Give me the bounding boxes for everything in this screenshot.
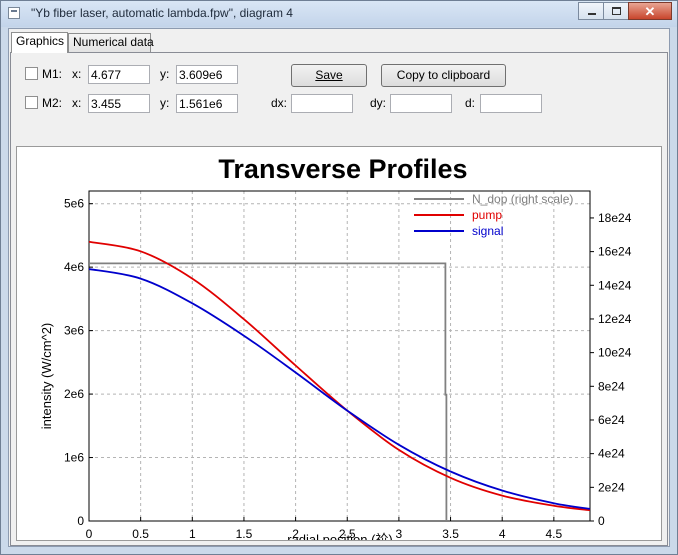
m2-x-label: x: <box>72 96 82 110</box>
minimize-icon <box>588 13 596 15</box>
y2-tick-label: 12e24 <box>598 312 632 326</box>
app-icon[interactable] <box>8 7 20 19</box>
chart-area[interactable]: Transverse Profiles radial position (祄) … <box>16 146 662 541</box>
series-line-pump <box>88 240 591 512</box>
x-axis-label: radial position (祄) <box>287 532 393 540</box>
close-icon: ✕ <box>644 4 656 19</box>
title-bar[interactable]: "Yb fiber laser, automatic lambda.fpw", … <box>1 1 677 27</box>
tab-graphics[interactable]: Graphics <box>11 32 68 53</box>
dx-field[interactable] <box>291 94 353 113</box>
save-button-label: Save <box>315 68 343 82</box>
legend-entry: signal <box>472 224 503 238</box>
m1-y-label: y: <box>160 67 170 81</box>
series-line-signal <box>88 268 591 510</box>
m2-checkbox[interactable] <box>25 96 38 109</box>
x-tick-label: 2 <box>292 527 299 540</box>
x-tick-label: 1.5 <box>236 527 253 540</box>
y2-tick-label: 10e24 <box>598 346 632 360</box>
transverse-profiles-chart[interactable]: Transverse Profiles radial position (祄) … <box>17 147 661 540</box>
save-button[interactable]: Save <box>291 64 367 87</box>
series-line-n_dop <box>89 262 448 521</box>
x-tick-label: 4 <box>499 527 506 540</box>
m1-y-field[interactable] <box>176 65 238 84</box>
legend-entry: pump <box>472 208 502 222</box>
y-tick-label: 4e6 <box>64 260 84 274</box>
y-tick-label: 3e6 <box>64 324 84 338</box>
y2-tick-label: 14e24 <box>598 278 632 292</box>
x-tick-label: 3.5 <box>442 527 459 540</box>
x-tick-label: 0 <box>86 527 93 540</box>
dx-label: dx: <box>271 96 288 110</box>
caption-buttons: ✕ <box>578 2 672 21</box>
marker-row-m2: M2: x: y: dx: dy: d: <box>11 93 667 115</box>
y-tick-label: 2e6 <box>64 387 84 401</box>
x-tick-label: 1 <box>189 527 196 540</box>
y-tick-label: 5e6 <box>64 197 84 211</box>
dy-field[interactable] <box>390 94 452 113</box>
m1-x-label: x: <box>72 67 82 81</box>
window-title: "Yb fiber laser, automatic lambda.fpw", … <box>31 6 293 20</box>
d-field[interactable] <box>480 94 542 113</box>
client-area: Graphics Numerical data M1: x: y: Save C… <box>8 28 670 547</box>
legend-entry: N_dop (right scale) <box>472 192 573 206</box>
x-tick-label: 0.5 <box>132 527 149 540</box>
x-tick-label: 2.5 <box>339 527 356 540</box>
maximize-icon <box>612 7 621 15</box>
m1-checkbox[interactable] <box>25 67 38 80</box>
y2-tick-label: 4e24 <box>598 447 625 461</box>
y2-tick-label: 2e24 <box>598 480 625 494</box>
m2-label: M2: <box>42 96 63 110</box>
chart-title: Transverse Profiles <box>218 154 467 184</box>
plot-frame <box>88 190 591 522</box>
minimize-button[interactable] <box>578 2 604 20</box>
marker-row-m1: M1: x: y: Save Copy to clipboard <box>11 64 667 87</box>
y2-tick-label: 6e24 <box>598 413 625 427</box>
m2-y-label: y: <box>160 96 170 110</box>
y2-tick-label: 16e24 <box>598 245 632 259</box>
x-tick-label: 3 <box>396 527 403 540</box>
m1-x-field[interactable] <box>88 65 150 84</box>
m2-y-field[interactable] <box>176 94 238 113</box>
d-label: d: <box>465 96 476 110</box>
dy-label: dy: <box>370 96 387 110</box>
m1-label: M1: <box>42 67 63 81</box>
y-axis-label: intensity (W/cm^2) <box>39 323 54 430</box>
graphics-panel: M1: x: y: Save Copy to clipboard M2: x: … <box>10 52 668 546</box>
maximize-button[interactable] <box>603 2 629 20</box>
y2-tick-label: 8e24 <box>598 379 625 393</box>
copy-to-clipboard-button[interactable]: Copy to clipboard <box>381 64 506 87</box>
tab-numerical-data[interactable]: Numerical data <box>68 33 154 52</box>
y-tick-label: 1e6 <box>64 451 84 465</box>
y2-tick-label: 18e24 <box>598 211 632 225</box>
y2-tick-label: 0 <box>598 514 605 528</box>
x-tick-label: 4.5 <box>546 527 563 540</box>
y-tick-label: 0 <box>77 514 84 528</box>
close-button[interactable]: ✕ <box>628 2 672 20</box>
m2-x-field[interactable] <box>88 94 150 113</box>
